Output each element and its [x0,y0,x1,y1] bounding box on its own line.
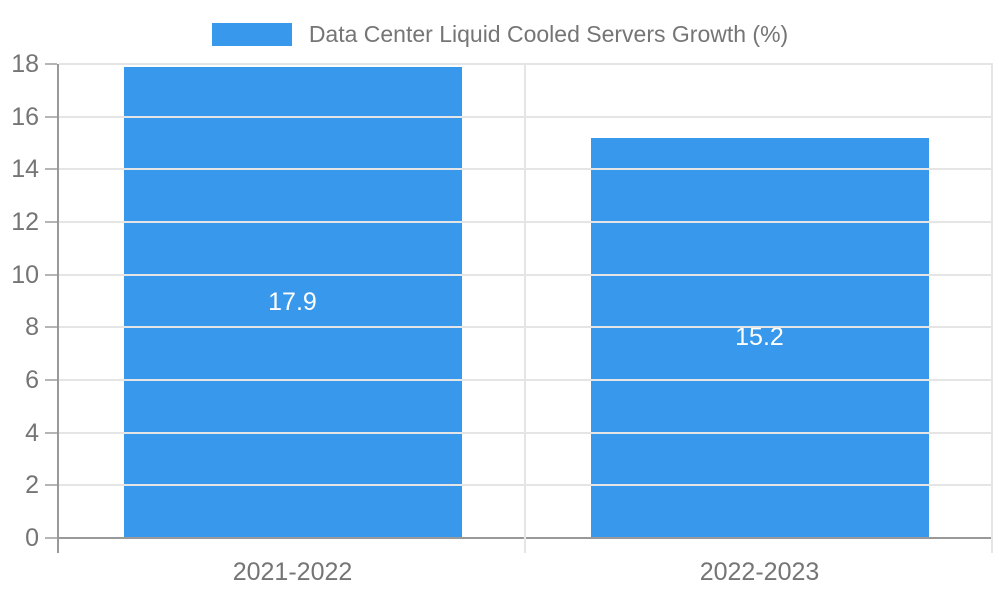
bar-2022-2023[interactable]: 15.2 [590,137,929,538]
y-axis-tick-label: 0 [25,524,39,552]
y-gridline [59,326,993,329]
bar-value-label: 17.9 [268,287,317,316]
y-axis-tick [45,115,57,118]
legend-label: Data Center Liquid Cooled Servers Growth… [308,20,789,47]
y-axis-tick-label: 10 [11,260,39,289]
category-boundary-line [524,64,526,553]
x-axis-tick-label: 2021-2022 [232,558,353,586]
y-axis-tick [45,431,57,434]
y-axis-tick [45,273,57,276]
y-gridline [59,115,993,118]
legend-swatch-icon [211,22,292,46]
y-axis-tick-label: 18 [11,50,39,78]
y-gridline [59,168,993,171]
y-axis-tick-label: 6 [25,366,39,394]
y-axis-tick-label: 8 [25,313,39,342]
y-gridline [59,431,993,434]
y-axis-tick [45,379,57,381]
x-axis-tick-label: 2022-2023 [699,558,820,586]
y-axis-line [57,64,59,553]
bar-2021-2022[interactable]: 17.9 [123,66,462,538]
plot-area: 17.9 15.2 [59,64,993,538]
y-axis-tick [45,326,57,329]
y-gridline [59,379,993,381]
y-axis-tick-label: 4 [25,418,39,447]
y-gridline [59,484,993,487]
y-axis-tick-label: 16 [11,102,39,131]
y-axis-tick-label: 14 [11,155,39,184]
y-axis-tick-label: 12 [11,208,39,236]
y-axis-tick [45,221,57,223]
y-axis-tick [45,63,57,65]
category-boundary-line [991,64,993,553]
y-gridline [59,221,993,223]
y-gridline [59,63,993,65]
y-gridline [59,273,993,276]
y-axis-tick-label: 2 [25,471,39,500]
y-axis-tick [45,484,57,487]
legend[interactable]: Data Center Liquid Cooled Servers Growth… [0,18,1000,50]
y-axis-tick [45,537,57,539]
y-axis-tick [45,168,57,171]
